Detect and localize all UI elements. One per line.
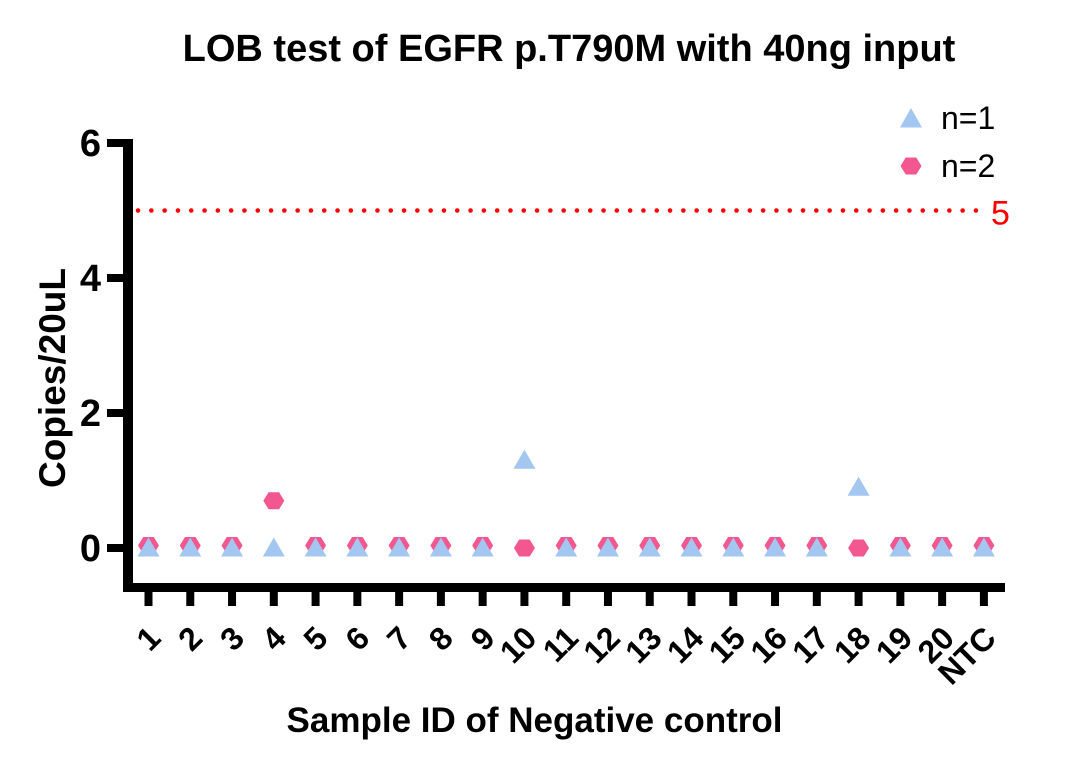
data-point-n1-8 (429, 537, 452, 557)
chart-title: LOB test of EGFR p.T790M with 40ng input (182, 28, 956, 70)
x-tick-label-6: 6 (338, 619, 376, 657)
data-point-n2-18 (848, 539, 870, 557)
data-point-n1-1 (137, 537, 160, 557)
y-axis-label: Copies/20uL (32, 268, 73, 488)
legend: n=1 n=2 (898, 99, 995, 195)
x-tick-label-8: 8 (422, 619, 460, 657)
data-point-n1-5 (304, 537, 327, 557)
data-point-n1-9 (471, 537, 494, 557)
data-point-n1-2 (179, 537, 202, 557)
x-tick-label-2: 2 (171, 619, 209, 657)
y-tick-label-4: 4 (80, 258, 101, 300)
data-point-n1-NTC (972, 537, 995, 557)
data-point-n2-4 (263, 492, 285, 510)
x-axis-label: Sample ID of Negative control (286, 701, 783, 740)
data-point-n1-19 (889, 537, 912, 557)
data-point-n1-15 (722, 537, 745, 557)
data-point-n1-12 (596, 537, 619, 557)
data-point-n1-3 (221, 537, 244, 557)
legend-label-n2: n=2 (941, 148, 996, 184)
data-point-n1-17 (805, 537, 828, 557)
x-tick-label-5: 5 (296, 619, 334, 657)
y-tick-label-2: 2 (80, 393, 101, 435)
legend-item-n2: n=2 (898, 147, 995, 185)
y-tick-label-6: 6 (80, 123, 101, 165)
data-point-n1-11 (555, 537, 578, 557)
y-tick-label-0: 0 (80, 528, 101, 570)
x-tick-label-1: 1 (129, 619, 167, 657)
x-tick-label-4: 4 (255, 619, 293, 657)
triangle-marker-icon (900, 108, 922, 128)
data-point-n1-10 (513, 449, 536, 469)
x-tick-label-7: 7 (380, 619, 418, 657)
data-point-n1-4 (262, 537, 285, 557)
hexagon-marker-icon (900, 157, 922, 175)
legend-label-n1: n=1 (941, 100, 996, 136)
x-tick-label-9: 9 (464, 619, 502, 657)
data-point-n1-20 (931, 537, 954, 557)
data-point-n1-16 (764, 537, 787, 557)
data-point-n1-14 (680, 537, 703, 557)
data-point-n1-18 (847, 476, 870, 496)
data-point-n1-13 (638, 537, 661, 557)
data-point-n1-7 (388, 537, 411, 557)
x-tick-label-3: 3 (213, 619, 251, 657)
data-point-n1-6 (346, 537, 369, 557)
legend-item-n1: n=1 (898, 99, 995, 137)
data-point-n2-10 (513, 539, 535, 557)
threshold-label: 5 (991, 195, 1010, 233)
